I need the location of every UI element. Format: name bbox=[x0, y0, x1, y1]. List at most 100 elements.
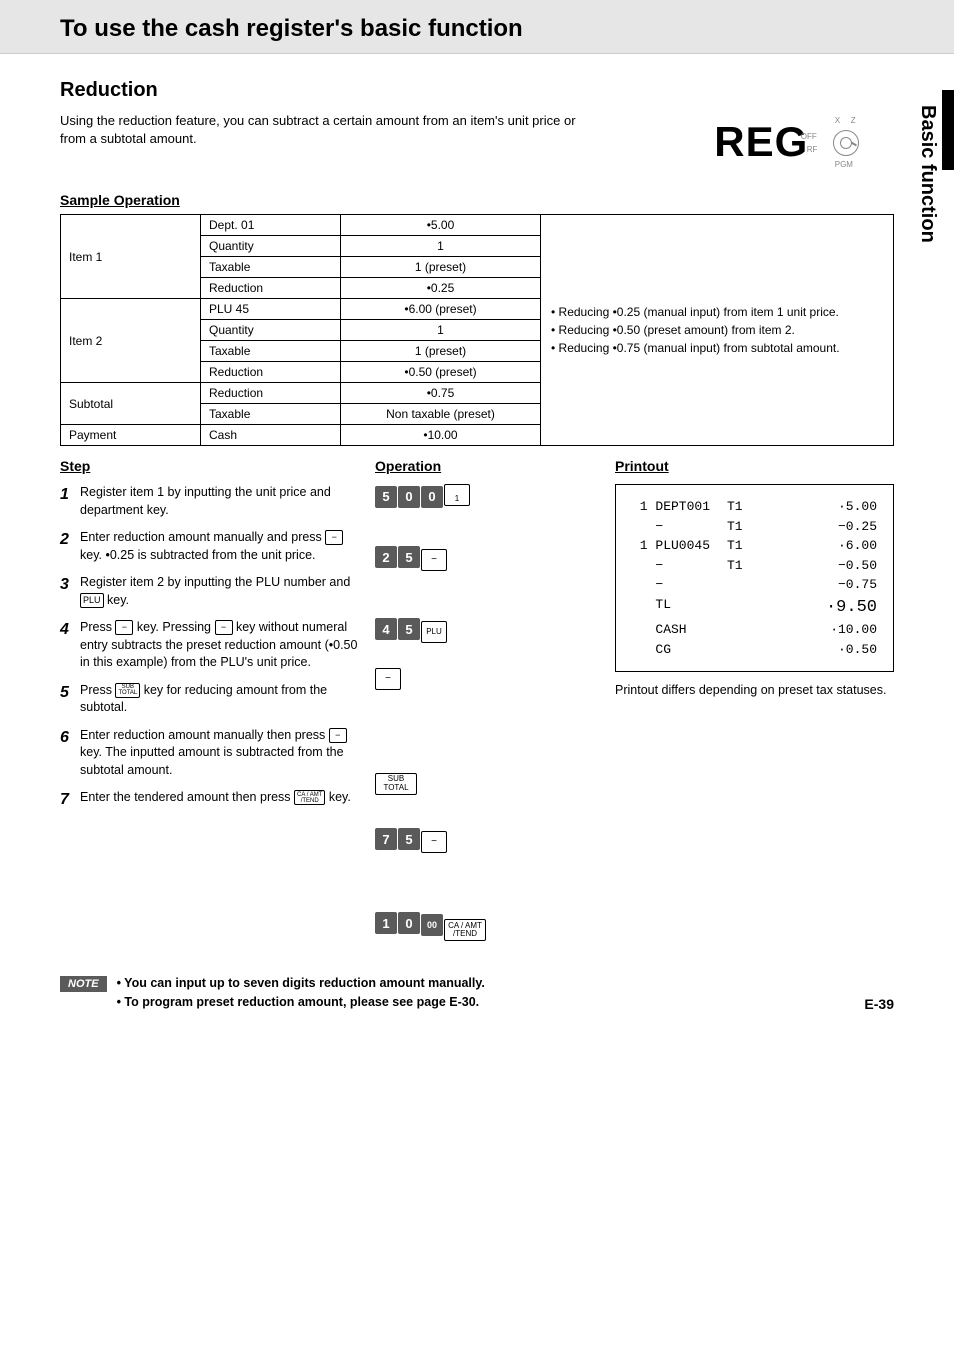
note-text: • You can input up to seven digits reduc… bbox=[117, 974, 485, 1012]
table-group: Item 2 bbox=[61, 299, 201, 383]
table-group: Payment bbox=[61, 425, 201, 446]
caamt-key-icon: CA / AMT/TEND bbox=[294, 790, 325, 805]
printout-header: Printout bbox=[615, 458, 894, 474]
table-label: Taxable bbox=[201, 341, 341, 362]
step-number: 6 bbox=[60, 727, 80, 780]
minus-key: − bbox=[421, 549, 447, 571]
minus-key: − bbox=[375, 668, 401, 690]
operation-column: 5001 25− 45PLU − SUBTOTAL 75− 1000CA / A… bbox=[375, 484, 605, 966]
table-value: •0.75 bbox=[341, 383, 541, 404]
key-7: 7 bbox=[375, 828, 397, 850]
step-header: Step bbox=[60, 458, 365, 474]
step-text: Enter the tendered amount then press CA … bbox=[80, 789, 365, 811]
reg-mode-indicator: REG X Z OFF RF PGM bbox=[694, 112, 894, 172]
page-header: To use the cash register's basic functio… bbox=[0, 0, 954, 54]
plu-key-icon: PLU bbox=[80, 593, 104, 608]
table-value: 1 bbox=[341, 320, 541, 341]
side-tab-text: Basic function bbox=[913, 100, 942, 248]
mode-dial-icon: X Z OFF RF PGM bbox=[819, 112, 874, 172]
operation-row: SUBTOTAL bbox=[375, 770, 605, 802]
table-label: PLU 45 bbox=[201, 299, 341, 320]
side-tab-marker bbox=[942, 90, 954, 170]
step-number: 1 bbox=[60, 484, 80, 519]
table-value: •5.00 bbox=[341, 215, 541, 236]
key-5: 5 bbox=[398, 828, 420, 850]
key-4: 4 bbox=[375, 618, 397, 640]
table-label: Reduction bbox=[201, 383, 341, 404]
step-number: 3 bbox=[60, 574, 80, 609]
key-2: 2 bbox=[375, 546, 397, 568]
subtotal-key-icon: SUBTOTAL bbox=[115, 683, 140, 698]
note-label: NOTE bbox=[60, 976, 107, 992]
step-number: 2 bbox=[60, 529, 80, 564]
key-5: 5 bbox=[398, 618, 420, 640]
key-00: 00 bbox=[421, 914, 443, 936]
operation-row: 75− bbox=[375, 828, 605, 860]
key-5: 5 bbox=[375, 486, 397, 508]
operation-row: 25− bbox=[375, 546, 605, 578]
operation-row: 45PLU bbox=[375, 618, 605, 650]
step-text: Register item 1 by inputting the unit pr… bbox=[80, 484, 365, 519]
table-value: 1 (preset) bbox=[341, 257, 541, 278]
column-headers: Step Operation Printout bbox=[60, 458, 894, 474]
key-1: 1 bbox=[375, 912, 397, 934]
sample-operation-heading: Sample Operation bbox=[60, 192, 894, 208]
table-value: 1 bbox=[341, 236, 541, 257]
key-0: 0 bbox=[398, 912, 420, 934]
steps-column: 1 Register item 1 by inputting the unit … bbox=[60, 484, 365, 966]
table-group: Subtotal bbox=[61, 383, 201, 425]
printout-column: 1 DEPT001T1·5.00 −T1−0.25 1 PLU0045T1·6.… bbox=[615, 484, 894, 966]
table-label: Taxable bbox=[201, 257, 341, 278]
step-number: 4 bbox=[60, 619, 80, 672]
table-value: •0.25 bbox=[341, 278, 541, 299]
reg-label: REG bbox=[714, 118, 808, 166]
table-label: Taxable bbox=[201, 404, 341, 425]
minus-key-icon: − bbox=[329, 728, 347, 743]
printout-note: Printout differs depending on preset tax… bbox=[615, 682, 894, 700]
section-title: Reduction bbox=[60, 79, 894, 102]
content: Reduction Using the reduction feature, y… bbox=[0, 54, 954, 1032]
step-number: 5 bbox=[60, 682, 80, 717]
table-value: •10.00 bbox=[341, 425, 541, 446]
table-value: •6.00 (preset) bbox=[341, 299, 541, 320]
table-label: Quantity bbox=[201, 236, 341, 257]
key-5: 5 bbox=[398, 546, 420, 568]
plu-key: PLU bbox=[421, 621, 447, 643]
key-0: 0 bbox=[421, 486, 443, 508]
table-value: •0.50 (preset) bbox=[341, 362, 541, 383]
step-number: 7 bbox=[60, 789, 80, 811]
step-text: Enter reduction amount manually and pres… bbox=[80, 529, 365, 564]
table-label: Dept. 01 bbox=[201, 215, 341, 236]
intro-row: Using the reduction feature, you can sub… bbox=[60, 112, 894, 172]
step-text: Press − key. Pressing − key without nume… bbox=[80, 619, 365, 672]
note-block: NOTE • You can input up to seven digits … bbox=[60, 974, 894, 1012]
operation-row: 1000CA / AMT/TEND bbox=[375, 912, 605, 944]
table-label: Reduction bbox=[201, 362, 341, 383]
side-tab: Basic function bbox=[914, 90, 954, 320]
minus-key: − bbox=[421, 831, 447, 853]
header-title: To use the cash register's basic functio… bbox=[60, 15, 894, 43]
printout-receipt: 1 DEPT001T1·5.00 −T1−0.25 1 PLU0045T1·6.… bbox=[615, 484, 894, 672]
table-group: Item 1 bbox=[61, 215, 201, 299]
step-text: Register item 2 by inputting the PLU num… bbox=[80, 574, 365, 609]
step-text: Enter reduction amount manually then pre… bbox=[80, 727, 365, 780]
step-text: Press SUBTOTAL key for reducing amount f… bbox=[80, 682, 365, 717]
minus-key-icon: − bbox=[215, 620, 233, 635]
operation-row: − bbox=[375, 668, 605, 700]
sample-operation-table: Item 1 Dept. 01 •5.00 • Reducing •0.25 (… bbox=[60, 214, 894, 446]
table-value: 1 (preset) bbox=[341, 341, 541, 362]
caamt-key: CA / AMT/TEND bbox=[444, 919, 486, 941]
subtotal-key: SUBTOTAL bbox=[375, 773, 417, 795]
table-value: Non taxable (preset) bbox=[341, 404, 541, 425]
intro-text: Using the reduction feature, you can sub… bbox=[60, 112, 600, 148]
dept-key: 1 bbox=[444, 484, 470, 506]
page-number: E-39 bbox=[864, 996, 894, 1012]
operation-row: 5001 bbox=[375, 484, 605, 516]
operation-header: Operation bbox=[375, 458, 605, 474]
table-label: Reduction bbox=[201, 278, 341, 299]
minus-key-icon: − bbox=[325, 530, 343, 545]
table-label: Quantity bbox=[201, 320, 341, 341]
steps-area: 1 Register item 1 by inputting the unit … bbox=[60, 484, 894, 966]
table-notes: • Reducing •0.25 (manual input) from ite… bbox=[541, 215, 894, 446]
table-label: Cash bbox=[201, 425, 341, 446]
